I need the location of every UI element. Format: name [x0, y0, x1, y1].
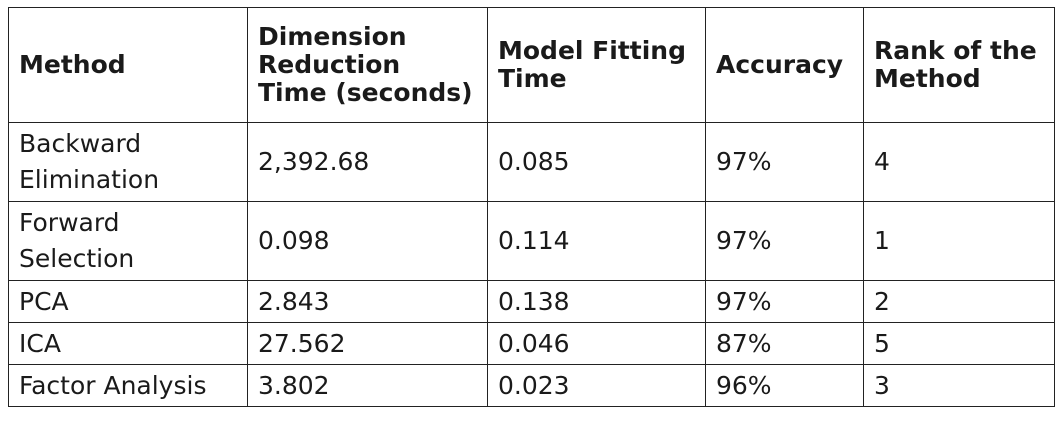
- cell-model-fitting-time: 0.046: [487, 322, 706, 365]
- cell-rank: 2: [863, 280, 1055, 323]
- cell-dimension-reduction-time: 2.843: [247, 280, 488, 323]
- cell-dimension-reduction-time: 0.098: [247, 201, 488, 281]
- cell-method: Backward Elimination: [8, 122, 248, 202]
- cell-rank: 5: [863, 322, 1055, 365]
- cell-accuracy: 96%: [705, 364, 864, 407]
- table-row: Backward Elimination 2,392.68 0.085 97% …: [8, 122, 1055, 202]
- cell-method: Forward Selection: [8, 201, 248, 281]
- cell-model-fitting-time: 0.114: [487, 201, 706, 281]
- header-method: Method: [8, 7, 248, 123]
- cell-dimension-reduction-time: 27.562: [247, 322, 488, 365]
- cell-model-fitting-time: 0.085: [487, 122, 706, 202]
- header-rank: Rank of the Method: [863, 7, 1055, 123]
- table-row: Factor Analysis 3.802 0.023 96% 3: [8, 364, 1055, 407]
- cell-accuracy: 87%: [705, 322, 864, 365]
- cell-method: ICA: [8, 322, 248, 365]
- table-row: Forward Selection 0.098 0.114 97% 1: [8, 201, 1055, 281]
- header-accuracy: Accuracy: [705, 7, 864, 123]
- header-dimension-reduction-time: Dimension Reduction Time (seconds): [247, 7, 488, 123]
- cell-model-fitting-time: 0.023: [487, 364, 706, 407]
- cell-accuracy: 97%: [705, 122, 864, 202]
- cell-rank: 1: [863, 201, 1055, 281]
- header-model-fitting-time: Model Fitting Time: [487, 7, 706, 123]
- cell-dimension-reduction-time: 3.802: [247, 364, 488, 407]
- table-row: PCA 2.843 0.138 97% 2: [8, 280, 1055, 323]
- cell-method: Factor Analysis: [8, 364, 248, 407]
- cell-method: PCA: [8, 280, 248, 323]
- cell-rank: 4: [863, 122, 1055, 202]
- cell-accuracy: 97%: [705, 201, 864, 281]
- results-table: Method Dimension Reduction Time (seconds…: [8, 7, 1055, 407]
- cell-accuracy: 97%: [705, 280, 864, 323]
- cell-model-fitting-time: 0.138: [487, 280, 706, 323]
- cell-rank: 3: [863, 364, 1055, 407]
- table-row: ICA 27.562 0.046 87% 5: [8, 322, 1055, 365]
- header-row: Method Dimension Reduction Time (seconds…: [8, 7, 1055, 123]
- cell-dimension-reduction-time: 2,392.68: [247, 122, 488, 202]
